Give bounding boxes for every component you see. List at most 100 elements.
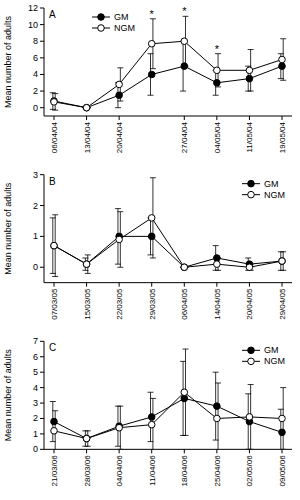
y-tick-label: 0	[33, 262, 38, 272]
marker	[148, 414, 155, 421]
marker	[148, 40, 155, 47]
marker	[116, 81, 123, 88]
y-tick	[40, 267, 44, 268]
y-tick-label: 3	[33, 398, 38, 408]
x-tick	[282, 116, 283, 120]
marker	[51, 99, 58, 106]
x-tick	[54, 116, 55, 120]
x-tick-label: 19/05/04	[278, 121, 287, 153]
marker	[279, 415, 286, 422]
marker	[181, 264, 188, 271]
y-tick	[40, 372, 44, 373]
legend: GMNGM	[242, 345, 285, 366]
marker	[51, 428, 58, 435]
x-tick	[54, 283, 55, 287]
marker	[83, 435, 90, 442]
marker	[51, 242, 58, 249]
y-tick	[40, 356, 44, 357]
marker	[148, 71, 155, 78]
legend-label: GM	[114, 12, 129, 22]
marker	[181, 395, 188, 402]
x-tick	[151, 449, 152, 453]
y-tick	[40, 418, 44, 419]
y-axis	[44, 341, 45, 449]
marker	[279, 63, 286, 70]
marker	[279, 429, 286, 436]
legend-label: NGM	[264, 190, 285, 200]
marker	[248, 180, 255, 187]
x-tick	[216, 449, 217, 453]
y-axis-label: Mean number of adults	[3, 182, 13, 275]
x-tick-label: 14/04/05	[213, 288, 222, 320]
x-axis	[44, 116, 292, 117]
marker	[116, 236, 123, 243]
marker	[181, 389, 188, 396]
y-tick	[40, 387, 44, 388]
y-tick-label: 2	[33, 413, 38, 423]
y-axis-label: Mean number of adults	[3, 349, 13, 442]
x-tick	[184, 283, 185, 287]
annotation: *	[215, 43, 220, 55]
marker	[148, 233, 155, 240]
x-tick-label: 22/03/05	[115, 288, 124, 320]
plot-area	[50, 349, 286, 449]
y-tick	[40, 449, 44, 450]
y-tick-label: 2	[33, 86, 38, 96]
y-tick	[40, 24, 44, 25]
y-tick-label: 0	[33, 103, 38, 113]
y-tick-label: 4	[33, 69, 38, 79]
x-tick-label: 06/04/05	[180, 288, 189, 320]
x-tick-label: 29/03/05	[148, 288, 157, 320]
y-tick	[40, 74, 44, 75]
marker	[214, 415, 221, 422]
x-tick-label: 20/04/04	[115, 121, 124, 153]
marker	[148, 215, 155, 222]
x-tick-label: 13/04/04	[83, 121, 92, 153]
x-tick-label: 11/04/06	[148, 455, 157, 486]
legend: GMNGM	[242, 179, 285, 200]
x-tick	[119, 283, 120, 287]
marker	[246, 264, 253, 271]
y-tick	[40, 433, 44, 434]
marker	[116, 92, 123, 99]
y-tick-label: 1	[33, 429, 38, 439]
panel-label: B	[49, 176, 56, 187]
marker	[83, 435, 90, 442]
marker	[279, 258, 286, 265]
y-axis-label: Mean number of adults	[3, 15, 13, 108]
marker	[246, 414, 253, 421]
x-tick	[249, 449, 250, 453]
x-tick-label: 02/05/06	[245, 455, 254, 487]
y-axis	[44, 175, 45, 283]
series-line	[54, 392, 282, 438]
x-tick	[249, 116, 250, 120]
series-line	[54, 398, 282, 438]
marker	[214, 79, 221, 86]
y-tick	[40, 91, 44, 92]
x-tick-label: 18/04/06	[180, 455, 189, 487]
series-line	[54, 66, 282, 108]
series-line	[54, 218, 282, 267]
marker	[246, 67, 253, 74]
y-tick	[40, 205, 44, 206]
y-tick	[40, 57, 44, 58]
x-tick	[249, 283, 250, 287]
y-tick-label: 1	[33, 231, 38, 241]
x-tick-label: 15/03/05	[83, 288, 92, 320]
y-tick-label: 0	[33, 444, 38, 454]
x-tick	[282, 283, 283, 287]
marker	[51, 418, 58, 425]
annotation: *	[150, 8, 155, 20]
x-tick	[119, 449, 120, 453]
x-tick	[86, 283, 87, 287]
marker	[248, 358, 255, 365]
x-tick	[184, 116, 185, 120]
marker	[148, 421, 155, 428]
panel-label: A	[49, 9, 56, 20]
y-tick	[40, 107, 44, 108]
y-tick-label: 4	[33, 383, 38, 393]
x-tick	[151, 283, 152, 287]
y-tick	[40, 8, 44, 9]
x-tick-label: 11/05/04	[245, 121, 254, 152]
legend-label: GM	[264, 345, 279, 355]
